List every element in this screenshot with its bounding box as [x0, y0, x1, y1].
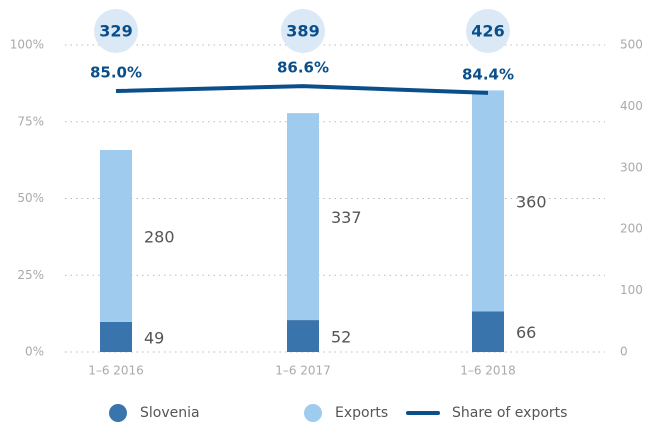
- bar-segment: [472, 90, 504, 312]
- total-label: 426: [471, 22, 504, 41]
- y-tick-label: 50%: [17, 191, 44, 205]
- total-badge: [466, 9, 510, 53]
- value-label: 52: [331, 328, 351, 347]
- line-value-label: 85.0%: [90, 64, 142, 82]
- y2-tick-label: 200: [620, 222, 643, 236]
- bar-segment: [287, 320, 319, 352]
- total-label: 389: [286, 22, 319, 41]
- y2-tick-label: 400: [620, 99, 643, 113]
- y2-tick-label: 300: [620, 160, 643, 174]
- bar-segment: [100, 321, 132, 352]
- y-tick-label: 100%: [10, 38, 44, 52]
- x-tick-label: 1–6 2017: [275, 364, 331, 378]
- share-line: [115, 84, 489, 95]
- bar-segment: [287, 113, 319, 321]
- legend-label: Exports: [335, 405, 388, 421]
- x-tick-label: 1–6 2018: [460, 364, 516, 378]
- value-label: 49: [144, 328, 164, 347]
- bar-segment: [472, 311, 504, 352]
- value-label: 280: [144, 227, 175, 246]
- value-label: 360: [516, 192, 547, 211]
- total-label: 329: [99, 22, 132, 41]
- line-value-label: 86.6%: [277, 59, 329, 77]
- line-value-label: 84.4%: [462, 65, 514, 83]
- legend-label: Share of exports: [452, 405, 567, 421]
- bar-segment: [100, 149, 132, 322]
- legend-label: Slovenia: [140, 405, 200, 421]
- total-badge: [94, 9, 138, 53]
- x-tick-label: 1–6 2016: [88, 364, 144, 378]
- legend-swatch: [304, 404, 322, 422]
- legend-swatch: [109, 404, 127, 422]
- value-label: 337: [331, 208, 362, 227]
- y-tick-label: 0%: [25, 345, 44, 359]
- y2-tick-label: 100: [620, 283, 643, 297]
- y2-tick-label: 500: [620, 38, 643, 52]
- y-tick-label: 75%: [17, 114, 44, 128]
- value-label: 66: [516, 323, 536, 342]
- y-tick-label: 25%: [17, 268, 44, 282]
- y2-tick-label: 0: [620, 345, 628, 359]
- total-badge: [281, 9, 325, 53]
